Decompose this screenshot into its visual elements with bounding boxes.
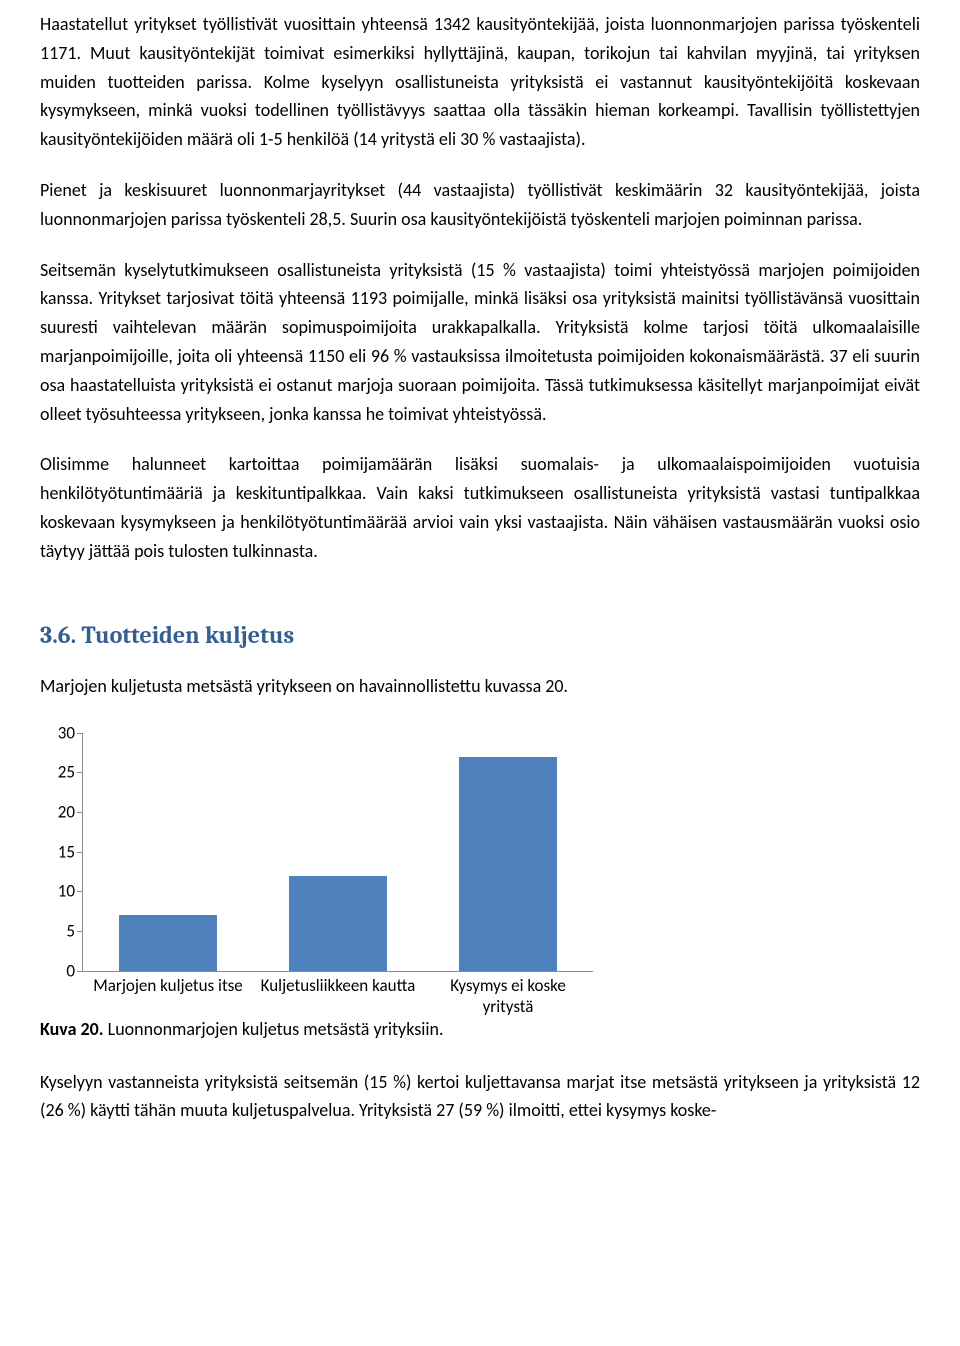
x-axis-label: Kysymys ei koske yritystä — [423, 971, 593, 1018]
bar-chart: 051015202530Marjojen kuljetus itseKuljet… — [40, 729, 600, 1009]
paragraph-4: Olisimme halunneet kartoittaa poimijamää… — [40, 450, 920, 565]
x-axis-label: Marjojen kuljetus itse — [83, 971, 253, 996]
figure-caption: Kuva 20. Luonnonmarjojen kuljetus metsäs… — [40, 1015, 920, 1044]
y-tick — [77, 852, 83, 853]
y-tick — [77, 772, 83, 773]
x-axis-label: Kuljetusliikkeen kautta — [253, 971, 423, 996]
y-axis-label: 20 — [45, 798, 75, 825]
y-tick — [77, 733, 83, 734]
y-tick — [77, 891, 83, 892]
section-intro: Marjojen kuljetusta metsästä yritykseen … — [40, 672, 920, 701]
caption-label: Kuva 20. — [40, 1018, 104, 1040]
y-axis-label: 10 — [45, 878, 75, 905]
paragraph-2: Pienet ja keskisuuret luonnonmarjayrityk… — [40, 176, 920, 234]
plot-area: 051015202530Marjojen kuljetus itseKuljet… — [82, 733, 593, 972]
section-title: Tuotteiden kuljetus — [81, 621, 294, 649]
y-axis-label: 5 — [45, 917, 75, 944]
chart-container: 051015202530Marjojen kuljetus itseKuljet… — [40, 729, 920, 1009]
y-axis-label: 30 — [45, 719, 75, 746]
paragraph-1: Haastatellut yritykset työllistivät vuos… — [40, 10, 920, 154]
document-page: Haastatellut yritykset työllistivät vuos… — [0, 0, 960, 1145]
y-axis-label: 0 — [45, 957, 75, 984]
y-axis-label: 25 — [45, 759, 75, 786]
bar — [119, 915, 218, 971]
y-tick — [77, 931, 83, 932]
paragraph-final: Kyselyyn vastanneista yrityksistä seitse… — [40, 1068, 920, 1126]
section-number: 3.6. — [40, 621, 76, 649]
bar — [459, 757, 558, 971]
paragraph-3: Seitsemän kyselytutkimukseen osallistune… — [40, 256, 920, 429]
caption-text: Luonnonmarjojen kuljetus metsästä yrityk… — [108, 1018, 444, 1040]
y-tick — [77, 812, 83, 813]
y-axis-label: 15 — [45, 838, 75, 865]
section-heading: 3.6. Tuotteiden kuljetus — [40, 616, 920, 654]
bar — [289, 876, 388, 971]
